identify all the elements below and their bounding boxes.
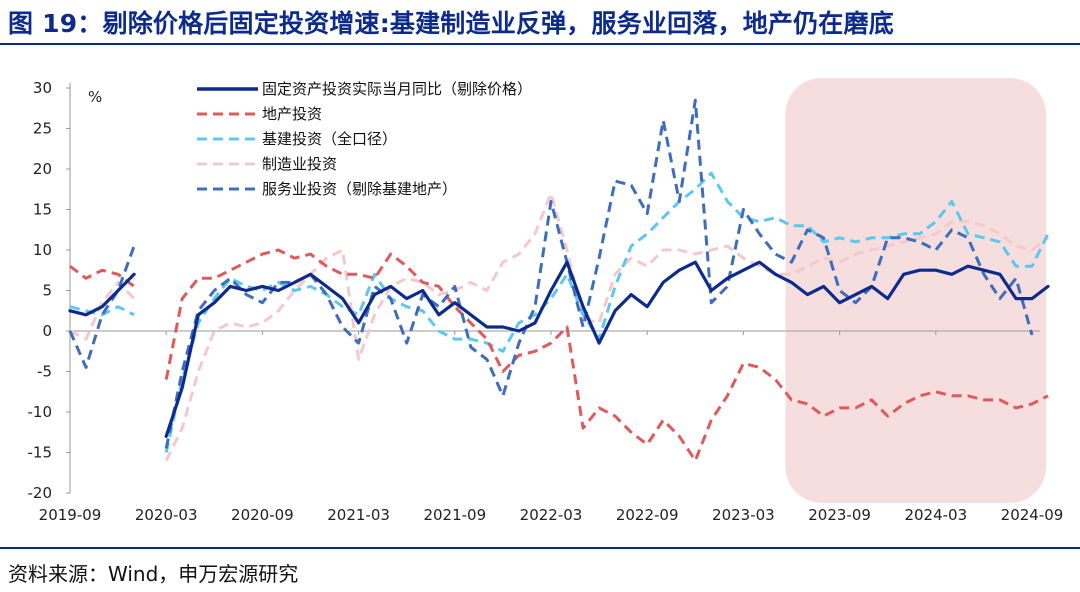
series-line-3 [69, 171, 1050, 453]
x-tick-label: 2024-03 [904, 506, 967, 524]
y-tick-label: 30 [33, 79, 52, 97]
legend-label-2: 地产投资 [262, 105, 322, 123]
y-tick-label: 0 [42, 322, 52, 340]
x-tick-label: 2023-03 [712, 506, 775, 524]
legend-label-4: 制造业投资 [262, 155, 337, 173]
y-tick-label: 20 [33, 160, 52, 178]
y-axis-ticks: 30 25 20 15 10 5 0 -5 -10 -15 -20 [28, 79, 70, 502]
legend-label-5: 服务业投资（剔除基建地产） [262, 180, 457, 198]
x-tick-label: 2020-09 [231, 506, 294, 524]
title-divider [0, 43, 1080, 45]
x-tick-label: 2019-09 [39, 506, 102, 524]
legend-label-1: 固定资产投资实际当月同比（剔除价格） [262, 80, 532, 98]
x-axis-ticks: 2019-09 2020-03 2020-09 2021-03 2021-09 2022-… [39, 331, 1064, 524]
y-tick-label: -5 [37, 363, 52, 381]
legend-label-3: 基建投资（全口径） [262, 130, 397, 148]
y-tick-label: 5 [42, 282, 52, 300]
footer-divider [0, 547, 1080, 549]
y-tick-label: -20 [28, 484, 53, 502]
series-line-1 [68, 260, 1050, 438]
highlight-region [785, 78, 1046, 503]
y-tick-label: -15 [28, 444, 53, 462]
y-tick-label: 15 [33, 201, 52, 219]
series-line-4 [69, 191, 1049, 462]
y-tick-label: 25 [33, 120, 52, 138]
axes [69, 83, 1040, 493]
y-tick-label: 10 [33, 241, 52, 259]
x-tick-label: 2021-03 [327, 506, 390, 524]
source-note: 资料来源：Wind，申万宏源研究 [8, 562, 299, 586]
x-tick-label: 2023-09 [808, 506, 871, 524]
x-tick-label: 2020-03 [135, 506, 198, 524]
series-lines [68, 98, 1050, 463]
y-tick-label: -10 [28, 403, 53, 421]
y-axis-unit-label: % [88, 88, 102, 106]
chart-title: 图 19：剔除价格后固定投资增速:基建制造业反弹，服务业回落，地产仍在磨底 [8, 9, 894, 38]
series-line-2 [69, 248, 1049, 463]
x-tick-label: 2022-09 [616, 506, 679, 524]
x-tick-label: 2024-09 [1001, 506, 1064, 524]
x-tick-label: 2022-03 [520, 506, 583, 524]
x-tick-label: 2021-09 [423, 506, 486, 524]
